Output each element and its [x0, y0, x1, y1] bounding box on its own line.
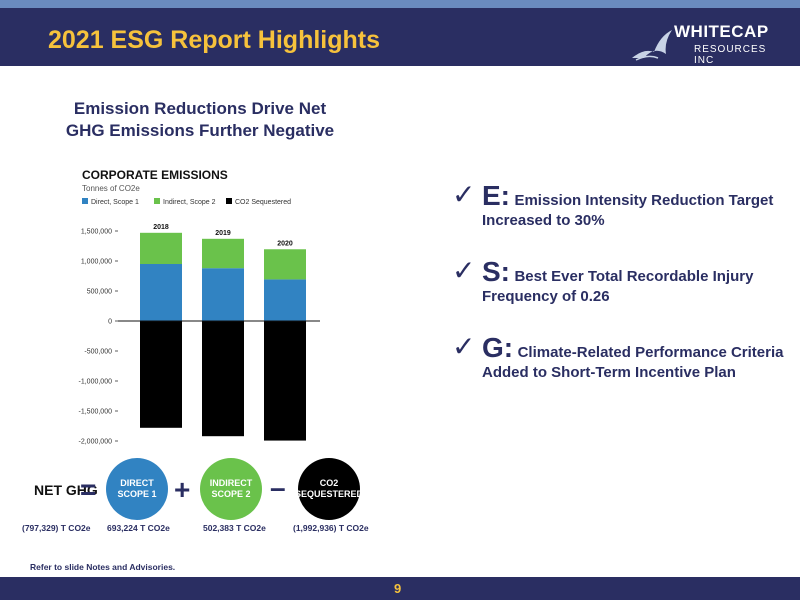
minus-sign: –	[270, 472, 286, 503]
net-ghg-equation: NET GHG = DIRECT SCOPE 1 + INDIRECT SCOP…	[0, 458, 400, 528]
bar-segment	[140, 232, 182, 264]
bar-segment	[264, 279, 306, 321]
slide-subtitle: Emission Reductions Drive Net GHG Emissi…	[40, 98, 360, 142]
y-tick-label: -500,000	[84, 349, 112, 356]
y-tick-label: 1,500,000	[81, 229, 112, 236]
net-ghg-label: NET GHG	[34, 482, 98, 498]
y-tick-label: 500,000	[87, 289, 112, 296]
bullet-e-text: Emission Intensity Reduction Target Incr…	[482, 192, 774, 229]
legend-swatch	[226, 198, 232, 204]
scope2-value: 502,383 T CO2e	[203, 523, 266, 533]
legend-swatch	[82, 198, 88, 204]
page-title: 2021 ESG Report Highlights	[48, 26, 381, 54]
bullet-e-letter: E:	[482, 180, 510, 211]
y-tick-label: 0	[108, 319, 112, 326]
co2-sequestered-circle: CO2 SEQUESTERED	[295, 458, 364, 520]
top-accent-stripe	[0, 0, 800, 8]
bar-segment	[202, 321, 244, 437]
bar-segment	[140, 321, 182, 428]
header-bar: 2021 ESG Report Highlights WHITECAP RESO…	[0, 8, 800, 66]
company-logo: WHITECAP RESOURCES INC	[630, 20, 790, 66]
bullet-e: ✓ E: Emission Intensity Reduction Target…	[452, 178, 792, 230]
category-label: 2019	[215, 230, 231, 237]
wave-logo-icon	[632, 30, 672, 61]
equals-sign: =	[80, 474, 97, 505]
advisory-note: Refer to slide Notes and Advisories.	[30, 562, 176, 572]
logo-sub: RESOURCES INC	[694, 44, 767, 66]
bullet-g: ✓ G: Climate-Related Performance Criteri…	[452, 330, 792, 382]
bullet-s-letter: S:	[482, 256, 510, 287]
category-label: 2020	[277, 240, 293, 247]
bar-segment	[140, 264, 182, 321]
direct-scope1-circle: DIRECT SCOPE 1	[106, 458, 168, 520]
net-ghg-value: (797,329) T CO2e	[22, 523, 91, 533]
y-tick-label: 1,000,000	[81, 259, 112, 266]
checkmark-icon: ✓	[452, 178, 476, 211]
esg-highlights-list: ✓ E: Emission Intensity Reduction Target…	[452, 178, 792, 408]
bar-segment	[264, 321, 306, 441]
direct-scope1-line2: SCOPE 1	[117, 489, 157, 499]
legend-label: CO2 Sequestered	[235, 199, 291, 206]
chart-title: CORPORATE EMISSIONS	[82, 168, 228, 182]
bullet-g-text: Climate-Related Performance Criteria Add…	[482, 344, 784, 381]
logo-name: WHITECAP	[674, 22, 769, 41]
co2-sequestered-line1: CO2	[319, 478, 339, 488]
co2-sequestered-line2: SEQUESTERED	[295, 489, 364, 499]
sequestered-value: (1,992,936) T CO2e	[293, 523, 369, 533]
scope1-value: 693,224 T CO2e	[107, 523, 170, 533]
checkmark-icon: ✓	[452, 254, 476, 287]
y-tick-label: -2,000,000	[79, 439, 113, 446]
footer-bar: 9	[0, 577, 800, 600]
y-tick-label: -1,000,000	[79, 379, 113, 386]
legend-label: Direct, Scope 1	[91, 199, 139, 206]
subtitle-line-1: Emission Reductions Drive Net	[73, 99, 327, 118]
direct-scope1-line1: DIRECT	[120, 478, 154, 488]
legend-label: Indirect, Scope 2	[163, 199, 216, 206]
checkmark-icon: ✓	[452, 330, 476, 363]
corporate-emissions-chart: CORPORATE EMISSIONS Tonnes of CO2e Direct,…	[79, 168, 320, 446]
subtitle-line-2: GHG Emissions Further Negative	[65, 121, 335, 140]
category-label: 2018	[153, 224, 169, 231]
indirect-scope2-line1: INDIRECT	[209, 478, 253, 488]
chart-subtitle: Tonnes of CO2e	[82, 184, 140, 193]
bar-segment	[264, 249, 306, 280]
plus-sign: +	[174, 474, 191, 505]
bar-segment	[202, 238, 244, 269]
indirect-scope2-circle: INDIRECT SCOPE 2	[200, 458, 262, 520]
y-tick-label: -1,500,000	[79, 409, 113, 416]
page-number: 9	[394, 581, 402, 596]
legend-swatch	[154, 198, 160, 204]
bullet-g-letter: G:	[482, 332, 514, 363]
bullet-s-text: Best Ever Total Recordable Injury Freque…	[482, 268, 754, 305]
bullet-s: ✓ S: Best Ever Total Recordable Injury F…	[452, 254, 792, 306]
indirect-scope2-line2: SCOPE 2	[211, 489, 251, 499]
bar-segment	[202, 268, 244, 321]
